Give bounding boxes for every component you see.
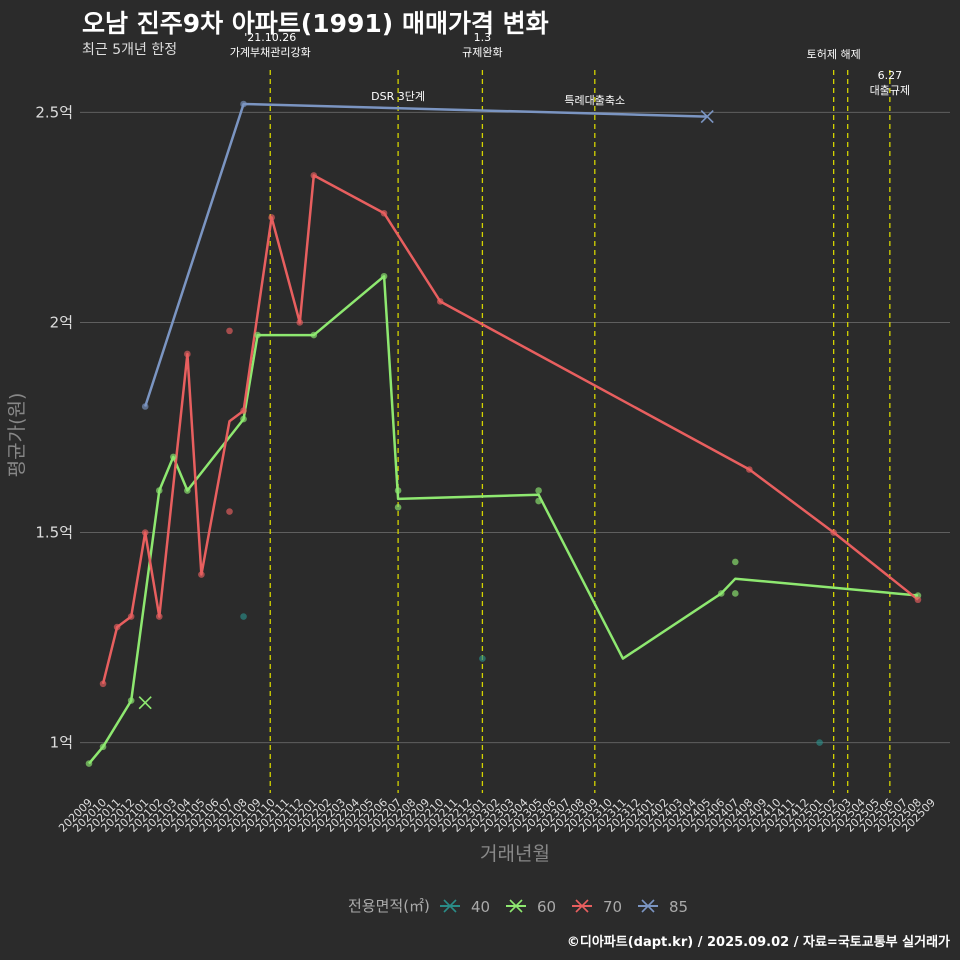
data-point-60 <box>717 590 725 597</box>
data-point-70 <box>436 298 444 305</box>
series-lines <box>88 102 919 765</box>
cross-marker-85 <box>700 110 714 124</box>
y-gridlines <box>80 111 950 744</box>
series-line-70 <box>101 174 919 685</box>
legend-label: 85 <box>669 898 688 916</box>
event-label: DSR 3단계 <box>371 90 425 103</box>
legend-swatch-cross <box>641 899 655 913</box>
data-point-70 <box>184 350 191 358</box>
legend-key-85: 85 <box>638 898 688 916</box>
legend-swatch-cross <box>443 899 457 913</box>
event-label: 특례대출축소 <box>564 94 625 107</box>
event-label: 토허제 해제 <box>807 47 861 61</box>
y-tick-label: 2.5억 <box>35 103 73 121</box>
data-point-60 <box>155 487 163 494</box>
event-label: 가계부채관리강화 <box>230 46 311 59</box>
data-point-70 <box>198 571 205 578</box>
data-point-60 <box>184 487 191 494</box>
data-point-60 <box>99 743 107 751</box>
data-point-40 <box>479 655 486 662</box>
y-axis-title: 평균가(원) <box>6 393 28 478</box>
data-point-70 <box>296 319 304 326</box>
data-point-60 <box>85 760 93 767</box>
legend-key-60: 60 <box>506 898 556 916</box>
data-point-70 <box>746 466 753 473</box>
y-tick-label: 2억 <box>50 313 73 331</box>
data-point-40 <box>240 613 247 620</box>
legend-title: 전용면적(㎡) <box>348 897 430 915</box>
legend-key-70: 70 <box>572 898 622 916</box>
data-point-60 <box>380 272 388 280</box>
data-point-70 <box>113 623 121 631</box>
source-caption: ©디아파트(dapt.kr) / 2025.09.02 / 자료=국토교통부 실… <box>566 935 950 950</box>
data-point-70 <box>380 209 388 217</box>
series-points <box>85 100 922 767</box>
data-point-85 <box>240 100 247 108</box>
cross-marker-60 <box>138 696 152 710</box>
legend-label: 70 <box>603 898 622 916</box>
data-point-70 <box>226 508 233 515</box>
cross-stroke <box>138 696 152 710</box>
data-point-60 <box>732 590 739 597</box>
x-axis-title: 거래년월 <box>480 843 550 865</box>
legend-label: 40 <box>471 898 490 916</box>
data-point-70 <box>99 680 107 688</box>
data-point-60 <box>127 697 135 704</box>
data-point-60 <box>394 487 402 494</box>
event-label: '21.10.26 <box>244 31 296 44</box>
data-point-60 <box>310 331 318 339</box>
chart-subtitle: 최근 5개년 한정 <box>82 42 178 58</box>
data-point-70 <box>155 613 163 620</box>
x-tick-labels: 2020092020102020112020122021012021022021… <box>56 796 938 835</box>
y-tick-label: 1.5억 <box>35 524 73 542</box>
legend-label: 60 <box>537 898 556 916</box>
legend-key-40: 40 <box>440 898 490 916</box>
data-point-70 <box>310 172 318 179</box>
data-point-60 <box>535 497 542 505</box>
event-label: 6.27 <box>878 69 903 82</box>
y-tick-label: 1억 <box>50 734 73 752</box>
data-point-70 <box>226 327 233 335</box>
data-point-70 <box>830 529 837 536</box>
legend-swatch-cross <box>509 899 523 913</box>
data-point-40 <box>816 739 823 746</box>
data-point-60 <box>535 487 542 494</box>
data-point-70 <box>268 214 275 221</box>
data-point-70 <box>127 613 135 620</box>
data-point-60 <box>254 331 261 339</box>
chart-title: 오남 진주9차 아파트(1991) 매매가격 변화 <box>82 9 549 38</box>
data-point-70 <box>240 407 247 414</box>
data-point-85 <box>141 403 149 410</box>
cross-stroke <box>700 110 714 124</box>
y-tick-labels: 1억 1.5억 2억 2.5억 <box>35 103 73 751</box>
data-point-60 <box>732 558 739 566</box>
legend: 전용면적(㎡) 40 60 70 85 <box>348 897 688 916</box>
event-label: 대출규제 <box>870 84 910 97</box>
data-point-70 <box>141 529 149 536</box>
event-label: 1.3 <box>474 31 492 44</box>
data-point-70 <box>914 596 922 604</box>
legend-swatch-cross <box>575 899 589 913</box>
series-line-60 <box>88 275 919 765</box>
event-label: 규제완화 <box>462 46 502 59</box>
data-point-60 <box>240 415 247 423</box>
series-line-85 <box>144 102 708 407</box>
data-point-60 <box>394 504 402 511</box>
data-point-60 <box>170 453 177 461</box>
